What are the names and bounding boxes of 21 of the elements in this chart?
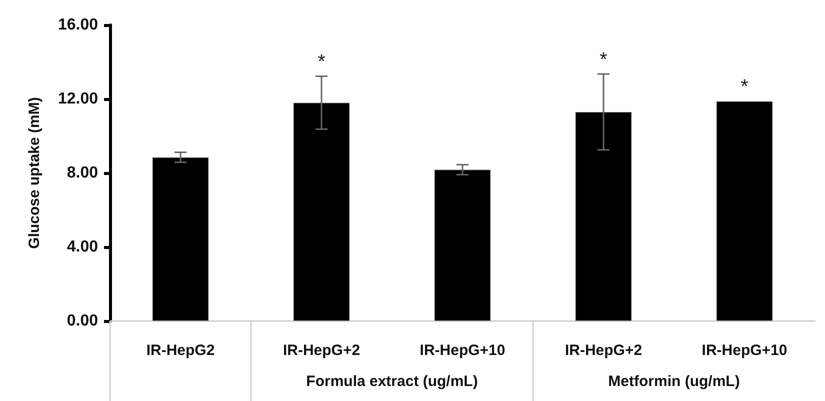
bar bbox=[575, 112, 632, 321]
data-label: * bbox=[318, 51, 326, 74]
bar bbox=[434, 170, 491, 321]
bar bbox=[152, 157, 209, 321]
y-tick-label: 16.00 bbox=[58, 16, 98, 34]
y-tick-label: 0.00 bbox=[66, 312, 98, 330]
y-tick-label: 8.00 bbox=[66, 164, 98, 182]
y-tick-label: 4.00 bbox=[66, 238, 98, 256]
x-tick-label: IR-HepG+2 bbox=[282, 342, 360, 359]
bar bbox=[716, 101, 773, 321]
x-tick-label: IR-HepG+2 bbox=[564, 342, 642, 359]
y-tick-label: 12.00 bbox=[58, 90, 98, 108]
text: Metformin (ug/mL) bbox=[608, 373, 740, 390]
x-tick-label: IR-HepG+10 bbox=[420, 342, 506, 359]
bar bbox=[293, 102, 350, 321]
y-axis-title: Glucose uptake (mM) bbox=[26, 97, 43, 249]
text: Formula extract (ug/mL) bbox=[306, 373, 478, 390]
data-label: * bbox=[600, 49, 608, 72]
x-tick-label: IR-HepG2 bbox=[146, 342, 215, 359]
data-label: * bbox=[740, 76, 749, 98]
x-tick-label: IR-HepG+10 bbox=[702, 342, 788, 359]
